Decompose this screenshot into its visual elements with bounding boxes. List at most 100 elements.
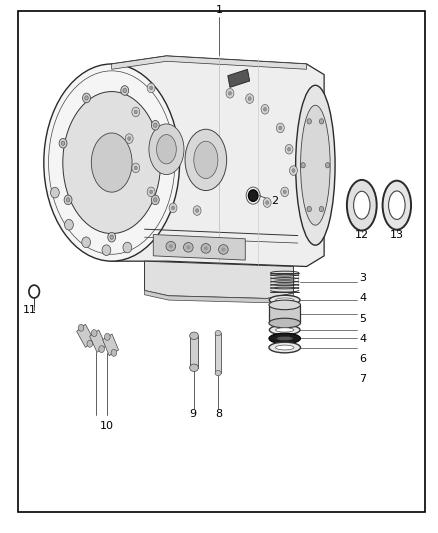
Ellipse shape <box>111 350 117 356</box>
Text: 12: 12 <box>355 230 369 240</box>
Ellipse shape <box>389 191 405 220</box>
Ellipse shape <box>281 187 289 197</box>
Ellipse shape <box>263 198 271 207</box>
Ellipse shape <box>50 187 59 198</box>
Ellipse shape <box>229 92 231 95</box>
Ellipse shape <box>154 198 157 202</box>
Polygon shape <box>215 333 221 373</box>
Ellipse shape <box>123 88 127 93</box>
Ellipse shape <box>149 190 152 193</box>
Ellipse shape <box>149 124 184 175</box>
Ellipse shape <box>269 295 300 305</box>
Ellipse shape <box>82 237 91 248</box>
Ellipse shape <box>61 141 65 146</box>
Ellipse shape <box>127 136 131 140</box>
Ellipse shape <box>85 96 88 100</box>
Ellipse shape <box>283 190 286 193</box>
Ellipse shape <box>276 328 294 332</box>
Ellipse shape <box>190 332 198 340</box>
Text: 9: 9 <box>189 409 196 419</box>
Polygon shape <box>112 56 307 69</box>
Ellipse shape <box>201 244 211 253</box>
Ellipse shape <box>292 168 295 173</box>
Ellipse shape <box>300 106 330 225</box>
Ellipse shape <box>152 195 159 205</box>
Ellipse shape <box>108 232 116 242</box>
Ellipse shape <box>169 203 177 213</box>
Text: 4: 4 <box>359 294 366 303</box>
Ellipse shape <box>265 201 269 205</box>
Ellipse shape <box>319 206 324 212</box>
Text: 6: 6 <box>359 354 366 364</box>
Ellipse shape <box>246 94 254 103</box>
Ellipse shape <box>185 130 227 191</box>
Ellipse shape <box>132 163 140 173</box>
Ellipse shape <box>307 206 311 212</box>
Ellipse shape <box>121 86 129 95</box>
Ellipse shape <box>152 120 159 130</box>
Ellipse shape <box>219 245 228 254</box>
Ellipse shape <box>105 334 110 340</box>
Ellipse shape <box>63 92 161 233</box>
Text: 11: 11 <box>23 305 37 315</box>
Ellipse shape <box>269 318 300 328</box>
Ellipse shape <box>134 110 137 114</box>
Ellipse shape <box>353 191 370 219</box>
Text: 4: 4 <box>359 334 366 344</box>
Polygon shape <box>228 69 250 87</box>
Ellipse shape <box>147 187 155 197</box>
Text: 3: 3 <box>359 273 366 283</box>
Text: 5: 5 <box>359 314 366 324</box>
Ellipse shape <box>172 206 174 209</box>
Ellipse shape <box>347 180 377 230</box>
Polygon shape <box>77 324 94 348</box>
Ellipse shape <box>319 119 324 124</box>
Ellipse shape <box>269 342 300 353</box>
Ellipse shape <box>78 324 84 331</box>
Text: 13: 13 <box>390 230 404 240</box>
Polygon shape <box>269 305 300 323</box>
Ellipse shape <box>157 134 176 164</box>
Ellipse shape <box>226 88 234 98</box>
Ellipse shape <box>194 141 218 179</box>
Ellipse shape <box>301 163 305 168</box>
Ellipse shape <box>91 133 132 192</box>
Text: 7: 7 <box>359 375 366 384</box>
Text: 8: 8 <box>215 409 223 419</box>
Ellipse shape <box>186 245 191 249</box>
Ellipse shape <box>190 364 198 372</box>
Polygon shape <box>153 235 245 260</box>
Ellipse shape <box>64 220 73 230</box>
Polygon shape <box>102 334 119 356</box>
Ellipse shape <box>59 139 67 148</box>
Ellipse shape <box>66 198 70 202</box>
Ellipse shape <box>285 144 293 154</box>
Polygon shape <box>90 330 106 352</box>
Ellipse shape <box>269 333 300 344</box>
Text: 2: 2 <box>271 197 278 206</box>
Ellipse shape <box>248 190 258 201</box>
Ellipse shape <box>215 370 221 376</box>
Ellipse shape <box>290 166 297 175</box>
Ellipse shape <box>307 119 311 124</box>
Ellipse shape <box>83 93 90 103</box>
Ellipse shape <box>269 300 300 310</box>
Polygon shape <box>112 56 324 266</box>
Ellipse shape <box>132 107 140 117</box>
Ellipse shape <box>276 336 293 341</box>
Ellipse shape <box>44 64 180 261</box>
Ellipse shape <box>64 195 72 205</box>
Ellipse shape <box>184 243 193 252</box>
Ellipse shape <box>276 123 284 133</box>
Text: 1: 1 <box>215 5 223 15</box>
Ellipse shape <box>110 235 113 239</box>
Ellipse shape <box>147 83 155 93</box>
Ellipse shape <box>204 246 208 251</box>
Text: 10: 10 <box>100 421 114 431</box>
Ellipse shape <box>279 126 282 130</box>
Ellipse shape <box>221 247 226 252</box>
Ellipse shape <box>269 325 300 335</box>
Ellipse shape <box>195 209 199 213</box>
Ellipse shape <box>276 298 294 302</box>
Polygon shape <box>190 336 198 368</box>
